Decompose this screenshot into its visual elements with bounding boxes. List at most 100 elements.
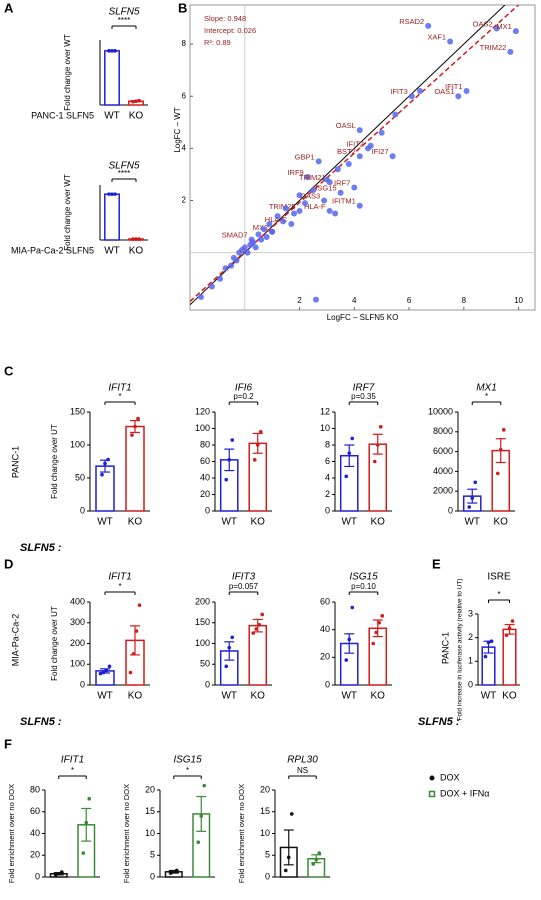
chart-title: SLFN5 xyxy=(108,7,140,18)
x-tick-label: KO xyxy=(502,691,517,702)
y-tick-label: 0 xyxy=(265,871,270,881)
chart-title: SLFN5 xyxy=(108,161,140,172)
data-point xyxy=(224,664,229,669)
y-tick-label: 80 xyxy=(30,784,40,794)
y-tick-label: 60 xyxy=(200,456,210,466)
data-point xyxy=(501,428,506,432)
data-point xyxy=(332,210,339,217)
x-tick-label: WT xyxy=(464,517,480,528)
significance-label: p=0.10 xyxy=(351,582,376,591)
panel-label: E xyxy=(432,556,441,571)
data-point xyxy=(230,635,235,640)
bar xyxy=(125,425,145,512)
y-tick-label: 15 xyxy=(145,806,155,816)
chart-title: MX1 xyxy=(476,383,497,394)
data-point xyxy=(227,645,232,650)
x-axis-label: LogFC – SLFN5 KO xyxy=(327,313,399,322)
chart-title: ISG15 xyxy=(173,755,202,766)
data-point xyxy=(134,99,138,104)
data-point xyxy=(351,184,358,191)
y-tick-label: 40 xyxy=(200,472,210,482)
regression-line xyxy=(190,5,520,302)
data-point xyxy=(103,461,107,466)
legend-label: DOX xyxy=(440,772,460,782)
x-tick-label: KO xyxy=(129,246,144,257)
y-tick-label: 0 xyxy=(468,679,473,689)
x-tick-label: 4 xyxy=(352,296,357,305)
data-point xyxy=(326,207,333,214)
data-point xyxy=(311,862,316,866)
data-point xyxy=(107,192,111,196)
x-tick-label: KO xyxy=(494,517,509,528)
data-point xyxy=(251,631,256,635)
y-tick-label: 5 xyxy=(265,850,270,860)
significance-label: * xyxy=(118,392,121,401)
significance-label: * xyxy=(71,766,74,775)
data-point xyxy=(302,200,308,207)
point-label: GBP1 xyxy=(295,152,315,161)
y-tick-label: 8 xyxy=(325,439,330,449)
point-label: XAF1 xyxy=(427,32,446,41)
data-point xyxy=(131,99,135,104)
data-point xyxy=(134,629,139,633)
data-point xyxy=(134,237,138,241)
data-point xyxy=(371,641,376,646)
data-point xyxy=(241,244,248,251)
stat-label: R²: 0.89 xyxy=(204,38,231,47)
y-axis-label: Fold change over WT xyxy=(63,34,72,111)
data-point xyxy=(136,416,140,421)
x-tick-label: KO xyxy=(128,691,143,702)
x-tick-label: WT xyxy=(104,111,120,122)
data-point xyxy=(486,640,491,645)
y-tick-label: 6 xyxy=(182,91,187,100)
data-point xyxy=(260,612,265,617)
data-point xyxy=(233,257,240,264)
y-axis-label: LogFC – WT xyxy=(173,107,182,152)
data-point xyxy=(344,658,349,662)
y-tick-label: 0 xyxy=(325,679,330,689)
data-point xyxy=(315,158,322,165)
y-tick-label: 0 xyxy=(325,505,330,515)
y-tick-label: 0 xyxy=(80,505,85,515)
data-point xyxy=(133,424,137,429)
y-tick-label: 60 xyxy=(320,596,330,606)
y-tick-label: 8000 xyxy=(433,426,453,436)
data-point xyxy=(417,88,423,95)
y-axis-label: Fold enrichment over no DOX xyxy=(7,784,16,883)
legend-marker xyxy=(428,790,436,798)
point-label: RSAD2 xyxy=(399,17,424,26)
data-point xyxy=(356,202,363,209)
point-label: ISG15 xyxy=(315,184,336,193)
y-tick-label: 150 xyxy=(70,406,85,416)
y-tick-label: 0 xyxy=(448,505,453,515)
data-point xyxy=(304,174,311,181)
bar xyxy=(502,628,517,686)
y-tick-label: 300 xyxy=(70,617,85,627)
data-point xyxy=(227,458,232,462)
x-tick-label: WT xyxy=(341,517,357,528)
data-point xyxy=(447,38,454,45)
point-label: HLA-C xyxy=(265,215,288,224)
data-point xyxy=(199,814,204,818)
point-label: IFITM1 xyxy=(332,197,356,206)
data-point xyxy=(137,603,142,607)
data-point xyxy=(196,840,201,844)
data-point xyxy=(230,438,235,442)
y-tick-label: 6 xyxy=(325,456,330,466)
data-point xyxy=(296,207,303,214)
group-label: SLFN5 : xyxy=(20,542,62,554)
data-point xyxy=(483,654,488,659)
data-point xyxy=(84,820,89,825)
point-label: IFIT2 xyxy=(346,139,364,148)
y-tick-label: 6000 xyxy=(433,446,453,456)
x-tick-label: WT xyxy=(221,691,237,702)
panel-label: B xyxy=(178,0,187,15)
y-axis-label: Fold change over UT xyxy=(50,424,59,499)
point-label: IRF7 xyxy=(334,178,350,187)
data-point xyxy=(344,474,349,479)
y-tick-label: 100 xyxy=(195,638,210,648)
y-tick-label: 10 xyxy=(320,423,330,433)
data-point xyxy=(244,249,251,256)
data-point xyxy=(498,447,503,452)
